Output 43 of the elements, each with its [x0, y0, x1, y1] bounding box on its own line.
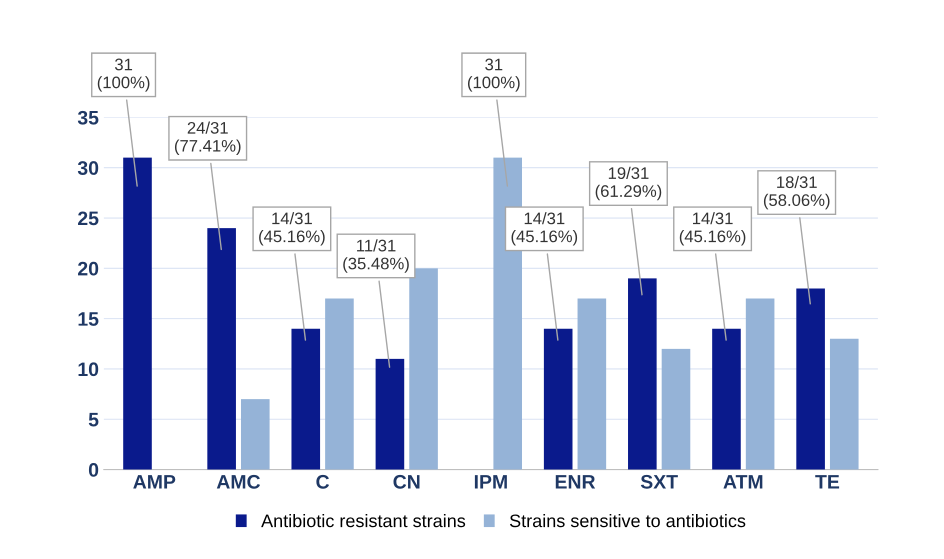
data-label: 14/31 (45.16%) [680, 212, 746, 246]
x-tick-label: ENR [556, 475, 596, 489]
y-tick-label: 15 [78, 312, 98, 326]
data-label: 14/31 (45.16%) [512, 212, 578, 246]
bar [325, 298, 354, 470]
data-label: 18/31 (58.06%) [764, 176, 830, 210]
x-tick-label: AMP [133, 475, 176, 489]
bar [376, 358, 404, 470]
bar [207, 228, 236, 470]
x-tick-label: SXT [640, 474, 678, 489]
data-label: 31 (100%) [468, 58, 520, 92]
bar [830, 338, 859, 470]
x-tick-label: CN [393, 474, 420, 489]
bar [712, 328, 741, 470]
data-label: 19/31 (61.29%) [596, 166, 662, 200]
data-label: 11/31 (35.48%) [343, 239, 409, 273]
x-tick-label: C [316, 474, 330, 489]
legend-label: Antibiotic resistant strains [261, 514, 466, 528]
x-tick-label: IPM [474, 475, 507, 489]
bar [578, 298, 606, 470]
bar [746, 298, 774, 470]
bar [628, 278, 657, 470]
y-tick-label: 5 [88, 412, 98, 426]
legend-label: Strains sensitive to antibiotics [510, 514, 746, 528]
data-label: 14/31 (45.16%) [259, 212, 325, 246]
y-tick-label: 25 [78, 211, 98, 226]
bar [409, 268, 438, 470]
y-tick-label: 35 [78, 110, 98, 125]
y-tick-label: 20 [78, 262, 98, 276]
x-tick-label: AMC [216, 474, 260, 489]
y-tick-label: 10 [78, 362, 98, 376]
bar [662, 348, 690, 470]
bar [291, 328, 320, 470]
x-tick-label: ATM [723, 475, 762, 489]
bar [123, 158, 152, 470]
bar [240, 399, 270, 470]
data-label: 24/31 (77.41%) [174, 122, 241, 155]
x-tick-label: TE [815, 475, 840, 489]
data-label: 31 (100%) [98, 58, 150, 92]
y-tick-label: 30 [78, 161, 98, 175]
bar [796, 288, 825, 470]
bar [544, 328, 572, 470]
y-tick-label: 0 [88, 463, 98, 477]
